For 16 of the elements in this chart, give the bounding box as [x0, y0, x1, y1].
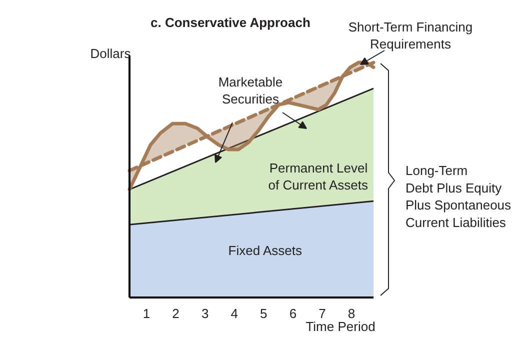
x-tick-label: 2: [172, 306, 180, 321]
series-label: Permanent Level of Current Assets: [268, 160, 368, 193]
text: Long-Term Debt Plus Equity Plus Spontaneous Current Liabilities: [406, 163, 512, 230]
text: Short-Term Financing Requirements: [348, 19, 473, 52]
x-tick-label: 5: [260, 306, 268, 321]
x-tick-label: 6: [289, 306, 297, 321]
x-axis-title: Time Period: [306, 319, 376, 334]
y-axis-title: Dollars: [90, 46, 132, 61]
x-tick-label: 4: [230, 306, 238, 321]
x-tick-label: 3: [201, 306, 209, 321]
chart-title: c. Conservative Approach: [150, 15, 310, 30]
series-label: Fixed Assets: [228, 243, 302, 258]
x-tick-label: 1: [142, 306, 150, 321]
x-tick-label: 7: [318, 306, 326, 321]
annotation: Marketable Securities: [218, 74, 283, 107]
x-tick-label: 8: [348, 306, 356, 321]
